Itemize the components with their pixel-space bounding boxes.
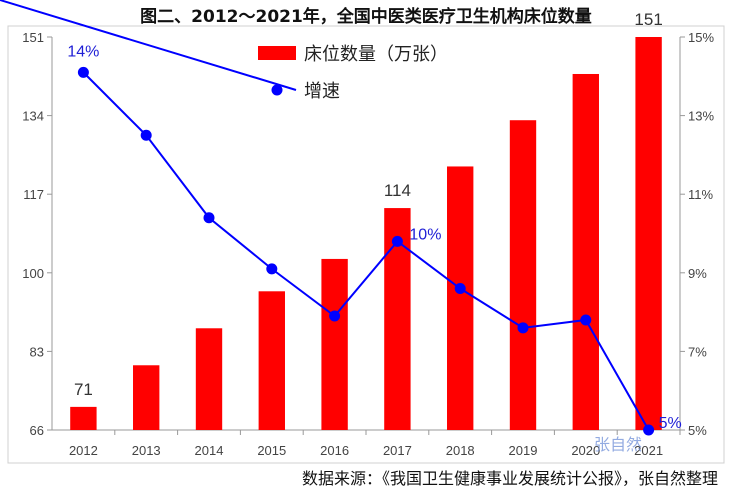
bar bbox=[572, 73, 599, 431]
growth-data-label: 14% bbox=[67, 43, 99, 60]
growth-data-label: 5% bbox=[659, 415, 682, 432]
watermark: 张自然 bbox=[594, 435, 642, 454]
bar bbox=[509, 120, 537, 431]
x-tick-label: 2016 bbox=[320, 443, 349, 458]
bar bbox=[195, 328, 223, 430]
plot-border bbox=[7, 25, 725, 464]
growth-point bbox=[580, 314, 592, 326]
y-left-tick-label: 100 bbox=[22, 266, 44, 281]
y-right-tick-label: 5% bbox=[688, 423, 707, 438]
y-right-tick-label: 13% bbox=[688, 109, 714, 124]
x-tick-label: 2015 bbox=[257, 443, 286, 458]
y-left-tick-label: 134 bbox=[22, 109, 44, 124]
bar-series bbox=[70, 37, 662, 431]
growth-data-label: 10% bbox=[409, 226, 441, 243]
bar-data-label: 151 bbox=[634, 10, 662, 29]
growth-point bbox=[643, 424, 655, 436]
y-left-tick-label: 117 bbox=[23, 187, 44, 202]
axes: 66 83 100 117 134 151 5% 7% 9% 11% 13% 15% 2012 2013 2… bbox=[22, 30, 714, 458]
growth-point bbox=[391, 235, 403, 247]
y-left-tick-label: 66 bbox=[30, 423, 44, 438]
growth-point bbox=[517, 322, 529, 334]
x-tick-label: 2013 bbox=[132, 443, 161, 458]
growth-point bbox=[140, 129, 152, 141]
line-series bbox=[77, 66, 655, 436]
x-tick-label: 2017 bbox=[383, 443, 412, 458]
bar bbox=[70, 406, 97, 430]
growth-point bbox=[77, 66, 89, 78]
bar bbox=[635, 37, 662, 430]
bar bbox=[258, 291, 285, 430]
growth-line bbox=[82, 71, 650, 431]
x-tick-label: 2019 bbox=[509, 443, 538, 458]
chart-title: 图二、2012～2021年，全国中医类医疗卫生机构床位数量 bbox=[140, 7, 592, 27]
x-tick-label: 2020 bbox=[571, 443, 600, 458]
y-right-tick-label: 11% bbox=[688, 187, 713, 202]
x-tick-label: 2021 bbox=[634, 443, 663, 458]
bar bbox=[133, 365, 160, 430]
legend-bar-label: 床位数量（万张） bbox=[304, 44, 448, 65]
bar bbox=[321, 258, 348, 430]
y-right-tick-label: 7% bbox=[688, 344, 707, 359]
source-note: 数据来源：《我国卫生健康事业发展统计公报》，张自然整理 bbox=[301, 469, 718, 488]
data-labels: 71 114 151 14% 10% 5% bbox=[67, 10, 681, 432]
bar bbox=[447, 166, 474, 431]
legend-bar-swatch bbox=[258, 46, 296, 60]
growth-point bbox=[329, 310, 341, 322]
y-right-tick-label: 15% bbox=[688, 30, 714, 45]
legend-line-marker bbox=[271, 84, 283, 96]
legend-line-swatch bbox=[0, 0, 297, 91]
bar-data-label: 71 bbox=[74, 380, 93, 399]
x-tick-label: 2018 bbox=[446, 443, 475, 458]
legend-line-label: 增速 bbox=[304, 81, 340, 102]
y-right-tick-label: 9% bbox=[688, 266, 707, 281]
legend: 床位数量（万张） 增速 bbox=[0, 0, 448, 102]
bar-data-label: 114 bbox=[384, 181, 411, 200]
growth-point bbox=[203, 212, 215, 224]
y-left-tick-label: 151 bbox=[22, 30, 44, 45]
growth-point bbox=[454, 283, 466, 295]
x-tick-label: 2012 bbox=[69, 443, 98, 458]
y-left-tick-label: 83 bbox=[30, 344, 44, 359]
growth-point bbox=[266, 263, 278, 275]
x-tick-label: 2014 bbox=[195, 443, 224, 458]
